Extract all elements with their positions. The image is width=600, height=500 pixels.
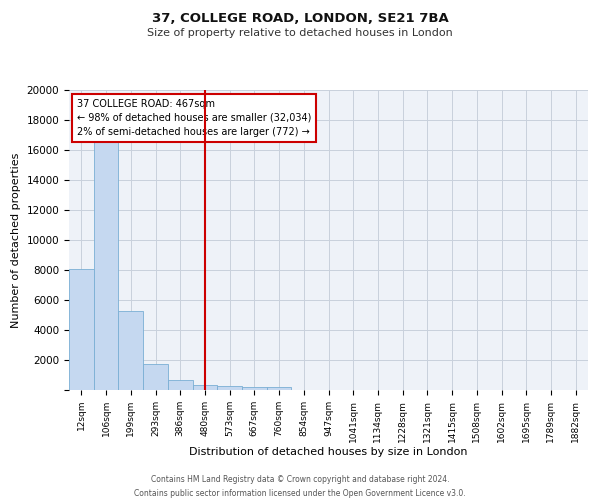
Bar — [193, 385, 217, 390]
Bar — [143, 364, 168, 390]
Text: Contains HM Land Registry data © Crown copyright and database right 2024.
Contai: Contains HM Land Registry data © Crown c… — [134, 476, 466, 498]
Text: 37 COLLEGE ROAD: 467sqm
← 98% of detached houses are smaller (32,034)
2% of semi: 37 COLLEGE ROAD: 467sqm ← 98% of detache… — [77, 99, 311, 137]
Bar — [69, 268, 94, 390]
Text: 37, COLLEGE ROAD, LONDON, SE21 7BA: 37, COLLEGE ROAD, LONDON, SE21 7BA — [152, 12, 448, 26]
Bar — [242, 386, 267, 390]
X-axis label: Distribution of detached houses by size in London: Distribution of detached houses by size … — [189, 448, 468, 458]
Bar — [267, 387, 292, 390]
Bar — [168, 380, 193, 390]
Bar — [94, 142, 118, 390]
Text: Size of property relative to detached houses in London: Size of property relative to detached ho… — [147, 28, 453, 38]
Y-axis label: Number of detached properties: Number of detached properties — [11, 152, 21, 328]
Bar — [118, 310, 143, 390]
Bar — [217, 386, 242, 390]
